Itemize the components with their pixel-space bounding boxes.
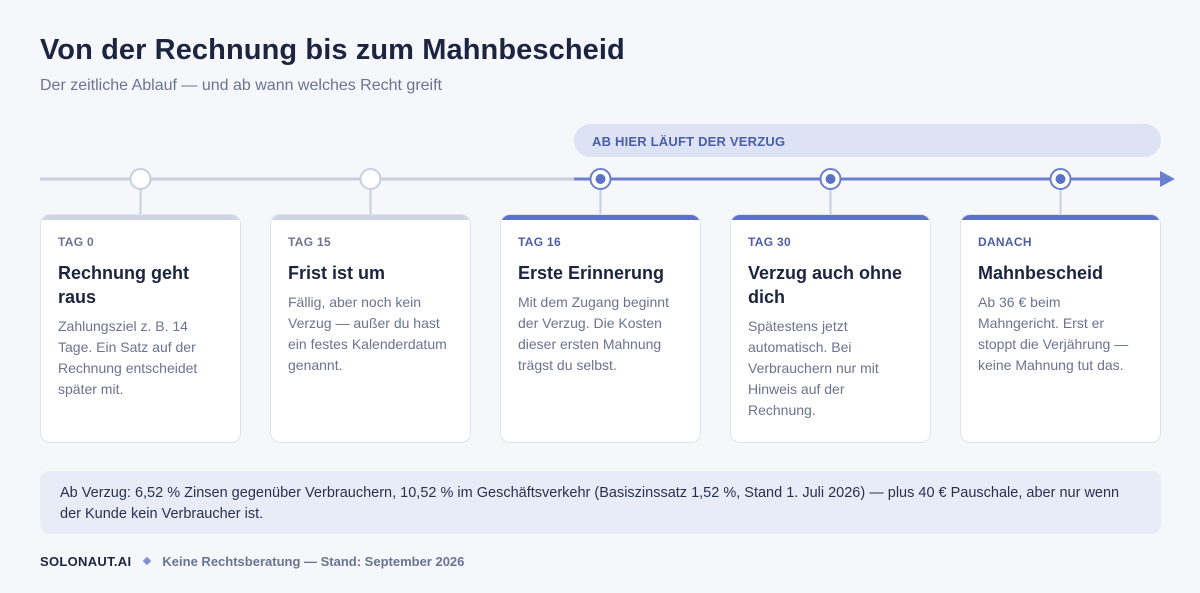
disclaimer-note: Keine Rechtsberatung — Stand: September … bbox=[162, 553, 465, 569]
step-description: Fällig, aber noch kein Verzug — außer du… bbox=[288, 294, 447, 373]
step-card-bar bbox=[961, 215, 1160, 220]
timeline-node-active-dot bbox=[825, 174, 836, 184]
step-description: Ab 36 € beim Mahngericht. Erst er stoppt… bbox=[978, 294, 1129, 373]
verzug-band: AB HIER LÄUFT DER VERZUG bbox=[574, 124, 1161, 157]
page-subtitle: Der zeitliche Ablauf — und ab wann welch… bbox=[40, 77, 442, 94]
timeline-arrowhead bbox=[1160, 171, 1175, 187]
step-heading: Verzug auch ohne dich bbox=[748, 263, 903, 307]
interest-footnote: Ab Verzug: 6,52 % Zinsen gegenüber Verbr… bbox=[40, 471, 1161, 534]
step-day-label: DANACH bbox=[978, 235, 1032, 249]
step-day-label: TAG 15 bbox=[288, 235, 331, 249]
step-card-tag-15: TAG 15 Frist ist um Fällig, aber noch ke… bbox=[270, 214, 471, 443]
diamond-separator-icon bbox=[143, 556, 152, 566]
step-card-bar bbox=[41, 215, 240, 220]
timeline-node-active-dot bbox=[1055, 174, 1066, 184]
step-day-label: TAG 30 bbox=[748, 235, 791, 249]
footer: SOLONAUT.AI Keine Rechtsberatung — Stand… bbox=[40, 553, 464, 569]
page-title: Von der Rechnung bis zum Mahnbescheid bbox=[40, 34, 625, 66]
timeline-node-active-dot bbox=[595, 174, 606, 184]
step-heading: Erste Erinnerung bbox=[518, 263, 665, 283]
step-card-bar bbox=[731, 215, 930, 220]
step-card-tag-30: TAG 30 Verzug auch ohne dich Spätestens … bbox=[730, 214, 931, 443]
step-description: Zahlungsziel z. B. 14 Tage. Ein Satz auf… bbox=[58, 318, 198, 397]
timeline-node-inactive bbox=[359, 168, 382, 190]
step-heading: Mahnbescheid bbox=[978, 263, 1104, 283]
step-day-label: TAG 16 bbox=[518, 235, 561, 249]
step-day-label: TAG 0 bbox=[58, 235, 94, 249]
step-description: Spätestens jetzt automatisch. Bei Verbra… bbox=[748, 318, 879, 418]
step-card-bar bbox=[501, 215, 700, 220]
timeline-node-inactive bbox=[129, 168, 152, 190]
brand-label: SOLONAUT.AI bbox=[40, 553, 132, 569]
step-heading: Rechnung geht raus bbox=[58, 263, 189, 307]
step-card-tag-16: TAG 16 Erste Erinnerung Mit dem Zugang b… bbox=[500, 214, 701, 443]
step-card-danach: DANACH Mahnbescheid Ab 36 € beim Mahnger… bbox=[960, 214, 1161, 443]
step-card-tag-0: TAG 0 Rechnung geht raus Zahlungsziel z.… bbox=[40, 214, 241, 443]
step-description: Mit dem Zugang beginnt der Verzug. Die K… bbox=[518, 294, 669, 373]
step-heading: Frist ist um bbox=[288, 263, 386, 283]
step-card-bar bbox=[271, 215, 470, 220]
